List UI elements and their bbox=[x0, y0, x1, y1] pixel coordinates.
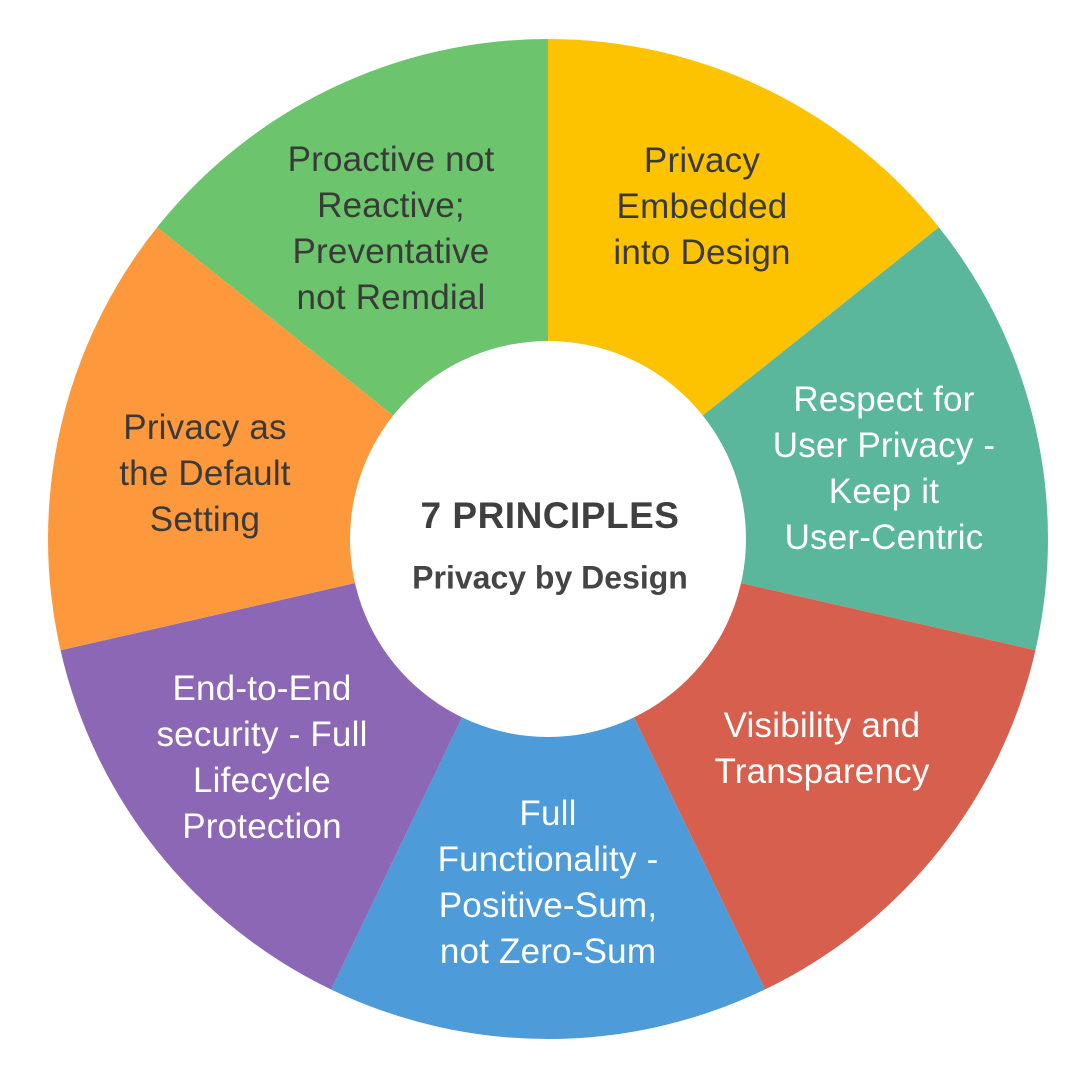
segment-label-security: End-to-End security - Full Lifecycle Pro… bbox=[156, 666, 367, 850]
segment-label-respect: Respect for User Privacy - Keep it User-… bbox=[773, 377, 996, 561]
center-subtitle: Privacy by Design bbox=[412, 559, 688, 596]
segment-label-line: Setting bbox=[149, 500, 261, 539]
segment-label-functionality: Full Functionality - Positive-Sum, not Z… bbox=[438, 791, 659, 975]
segment-label-line: Functionality - bbox=[437, 840, 659, 879]
segment-label-visibility: Visibility and Transparency bbox=[714, 703, 929, 795]
segment-label-line: Protection bbox=[182, 807, 342, 846]
segment-label-line: security - Full bbox=[156, 715, 368, 754]
segment-label-line: User-Centric bbox=[784, 518, 984, 557]
segment-label-line: Proactive not bbox=[287, 140, 495, 179]
segment-label-line: Respect for bbox=[793, 380, 975, 419]
segment-label-line: Embedded bbox=[616, 187, 788, 226]
center-title: 7 PRINCIPLES bbox=[420, 495, 680, 536]
segment-label-line: User Privacy - bbox=[772, 426, 996, 465]
wheel-segment-functionality bbox=[331, 539, 765, 1039]
segment-label-line: the Default bbox=[119, 454, 291, 493]
segment-label-line: Privacy bbox=[643, 141, 761, 180]
segment-label-embedded: Privacy Embedded into Design bbox=[613, 138, 790, 276]
segment-label-line: Preventative bbox=[292, 232, 490, 271]
center-circle bbox=[350, 341, 746, 737]
segment-label-line: Reactive; bbox=[317, 186, 465, 225]
segment-label-proactive: Proactive not Reactive; Preventative not… bbox=[288, 137, 495, 321]
segment-label-line: into Design bbox=[613, 233, 791, 272]
segment-label-line: Visibility and bbox=[723, 706, 921, 745]
segment-label-line: Positive-Sum, bbox=[438, 886, 658, 925]
segment-label-line: Lifecycle bbox=[193, 761, 331, 800]
segment-label-line: End-to-End bbox=[172, 669, 352, 708]
segment-label-line: Transparency bbox=[714, 752, 930, 791]
segment-label-default: Privacy as the Default Setting bbox=[119, 405, 290, 543]
segment-label-line: not Zero-Sum bbox=[439, 932, 657, 971]
segment-label-line: Keep it bbox=[828, 472, 940, 511]
segment-label-line: not Remdial bbox=[296, 278, 486, 317]
segment-label-line: Full bbox=[519, 794, 577, 833]
segment-label-line: Privacy as bbox=[123, 408, 287, 447]
